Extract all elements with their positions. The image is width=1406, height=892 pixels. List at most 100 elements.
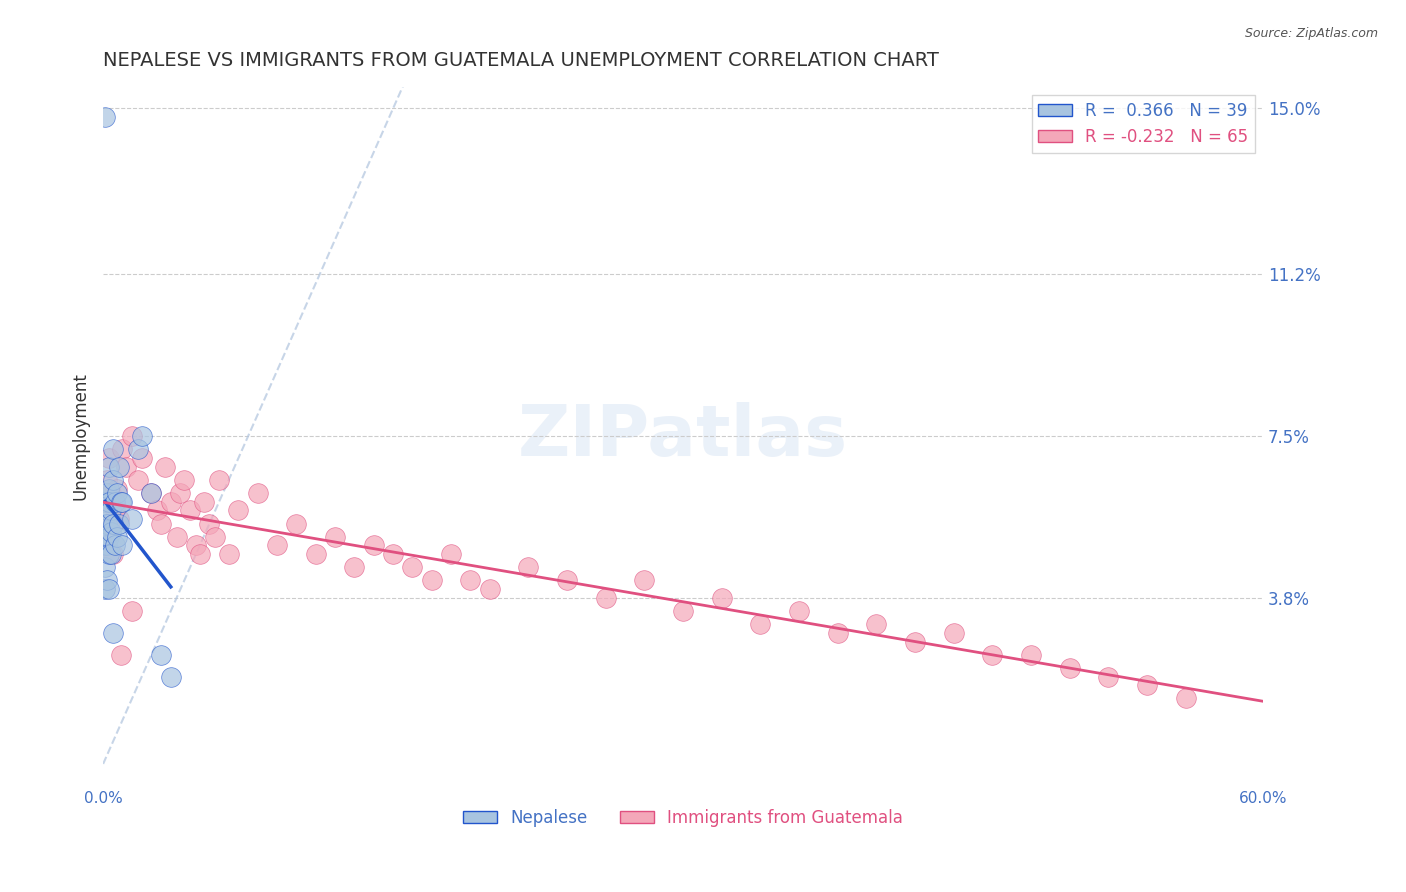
Point <box>865 617 887 632</box>
Point <box>204 530 226 544</box>
Text: ZIPatlas: ZIPatlas <box>517 401 848 471</box>
Point <box>131 450 153 465</box>
Point <box>127 442 149 457</box>
Point <box>121 604 143 618</box>
Point <box>159 669 181 683</box>
Point <box>382 547 405 561</box>
Point <box>111 494 134 508</box>
Point <box>121 429 143 443</box>
Point <box>115 459 138 474</box>
Point <box>96 574 118 588</box>
Point <box>401 560 423 574</box>
Point <box>1174 691 1197 706</box>
Point <box>94 538 117 552</box>
Legend: Nepalese, Immigrants from Guatemala: Nepalese, Immigrants from Guatemala <box>457 802 910 833</box>
Point <box>179 503 201 517</box>
Point <box>150 516 173 531</box>
Point <box>107 459 129 474</box>
Point <box>96 473 118 487</box>
Y-axis label: Unemployment: Unemployment <box>72 372 89 500</box>
Point <box>94 560 117 574</box>
Point <box>97 482 120 496</box>
Point <box>1136 678 1159 692</box>
Point <box>100 547 122 561</box>
Point <box>94 582 117 596</box>
Point <box>305 547 328 561</box>
Point <box>97 450 120 465</box>
Point <box>246 486 269 500</box>
Point <box>107 512 129 526</box>
Point <box>981 648 1004 662</box>
Point <box>188 547 211 561</box>
Point <box>184 538 207 552</box>
Point <box>110 648 132 662</box>
Point <box>827 625 849 640</box>
Point <box>150 648 173 662</box>
Point <box>105 486 128 500</box>
Point <box>121 512 143 526</box>
Point <box>153 459 176 474</box>
Point <box>97 582 120 596</box>
Point <box>633 574 655 588</box>
Point <box>208 473 231 487</box>
Point <box>107 516 129 531</box>
Point <box>94 516 117 531</box>
Point <box>105 530 128 544</box>
Point <box>517 560 540 574</box>
Point <box>460 574 482 588</box>
Point <box>96 486 118 500</box>
Point <box>1019 648 1042 662</box>
Point <box>198 516 221 531</box>
Point <box>104 503 127 517</box>
Point <box>787 604 810 618</box>
Point <box>97 459 120 474</box>
Point <box>101 547 124 561</box>
Point <box>343 560 366 574</box>
Point <box>111 442 134 457</box>
Point <box>218 547 240 561</box>
Point <box>141 486 163 500</box>
Point <box>131 429 153 443</box>
Point <box>100 486 122 500</box>
Point <box>104 494 127 508</box>
Point <box>942 625 965 640</box>
Point <box>710 591 733 605</box>
Point <box>166 530 188 544</box>
Point <box>159 494 181 508</box>
Point <box>173 473 195 487</box>
Point <box>96 516 118 531</box>
Point <box>100 525 122 540</box>
Text: Source: ZipAtlas.com: Source: ZipAtlas.com <box>1244 27 1378 40</box>
Point <box>101 473 124 487</box>
Point <box>105 482 128 496</box>
Point <box>104 538 127 552</box>
Point <box>555 574 578 588</box>
Point <box>672 604 695 618</box>
Point <box>169 486 191 500</box>
Point <box>100 503 122 517</box>
Point <box>101 516 124 531</box>
Point <box>193 494 215 508</box>
Point <box>97 530 120 544</box>
Point <box>101 625 124 640</box>
Point <box>1059 661 1081 675</box>
Point <box>97 516 120 531</box>
Point <box>285 516 308 531</box>
Point <box>266 538 288 552</box>
Point <box>1097 669 1119 683</box>
Point <box>96 538 118 552</box>
Point <box>323 530 346 544</box>
Point <box>110 494 132 508</box>
Point <box>101 442 124 457</box>
Point <box>904 634 927 648</box>
Point <box>94 494 117 508</box>
Point <box>146 503 169 517</box>
Point <box>228 503 250 517</box>
Point <box>97 494 120 508</box>
Point <box>94 494 117 508</box>
Point <box>440 547 463 561</box>
Point <box>141 486 163 500</box>
Point <box>420 574 443 588</box>
Point <box>94 110 117 124</box>
Point <box>96 503 118 517</box>
